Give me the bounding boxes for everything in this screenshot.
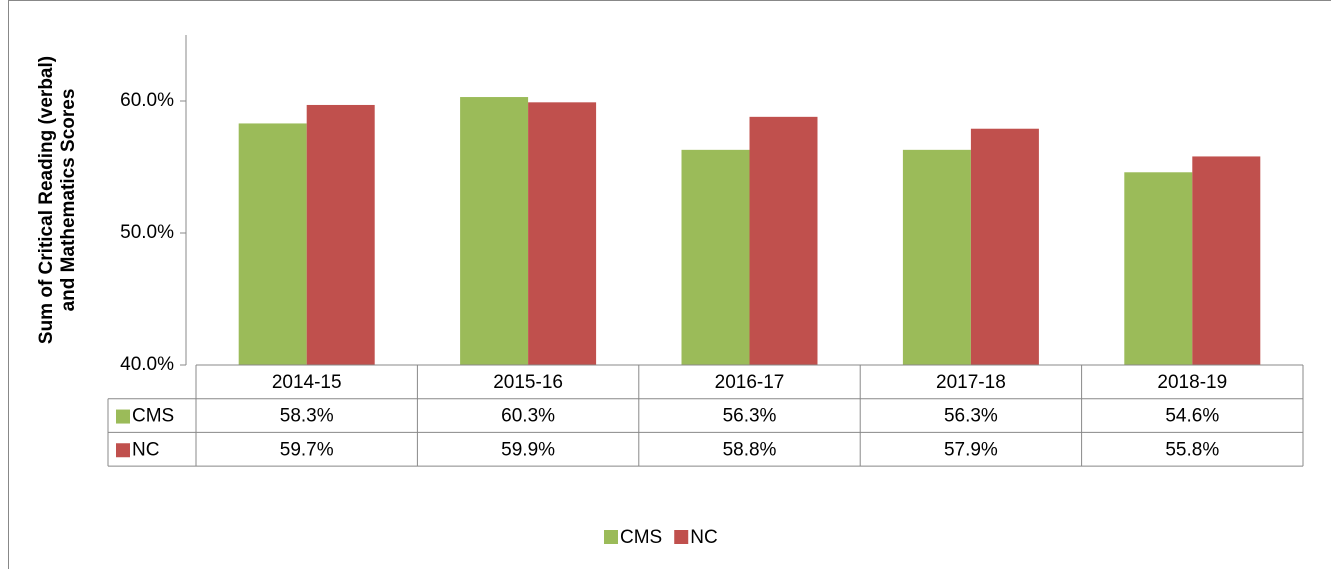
x-tick-label: 2016-17 bbox=[715, 372, 785, 393]
y-tick-label: 50.0% bbox=[120, 222, 174, 243]
y-tick-label: 60.0% bbox=[120, 90, 174, 111]
table-value: 60.3% bbox=[501, 406, 555, 427]
x-tick-label: 2018-19 bbox=[1157, 372, 1227, 393]
chart-frame bbox=[8, 0, 1331, 569]
table-value: 56.3% bbox=[944, 406, 998, 427]
bar bbox=[460, 97, 529, 365]
legend-key bbox=[674, 530, 689, 544]
bar bbox=[902, 149, 971, 365]
y-axis-label: Sum of Critical Reading (verbal) bbox=[36, 56, 57, 344]
bar bbox=[238, 123, 307, 365]
legend-label: CMS bbox=[620, 527, 662, 548]
table-legend-key bbox=[116, 443, 130, 458]
x-tick-label: 2017-18 bbox=[936, 372, 1006, 393]
legend-label: NC bbox=[690, 527, 717, 548]
table-value: 58.3% bbox=[280, 406, 334, 427]
table-value: 58.8% bbox=[723, 439, 777, 460]
bar bbox=[970, 128, 1039, 365]
bar bbox=[1192, 156, 1261, 365]
y-label-group: Sum of Critical Reading (verbal) and Mat… bbox=[36, 56, 79, 344]
legend-key bbox=[604, 530, 618, 544]
y-tick-label: 40.0% bbox=[120, 354, 174, 375]
x-tick-label: 2015-16 bbox=[493, 372, 563, 393]
bar bbox=[681, 149, 750, 365]
table-legend-key bbox=[116, 409, 130, 424]
x-tick-label: 2014-15 bbox=[272, 372, 342, 393]
table-value: 56.3% bbox=[723, 406, 777, 427]
bar bbox=[306, 104, 375, 366]
table-value: 57.9% bbox=[944, 439, 998, 460]
table-value: 55.8% bbox=[1165, 439, 1219, 460]
bar bbox=[749, 116, 818, 365]
y-axis-label: and Mathematics Scores bbox=[58, 89, 79, 312]
table-value: 59.9% bbox=[501, 439, 555, 460]
table-series-name: NC bbox=[132, 439, 159, 460]
table-value: 59.7% bbox=[280, 439, 334, 460]
table-series-name: CMS bbox=[132, 406, 174, 427]
table-value: 54.6% bbox=[1165, 406, 1219, 427]
bar bbox=[1124, 172, 1193, 365]
bar bbox=[528, 102, 597, 365]
